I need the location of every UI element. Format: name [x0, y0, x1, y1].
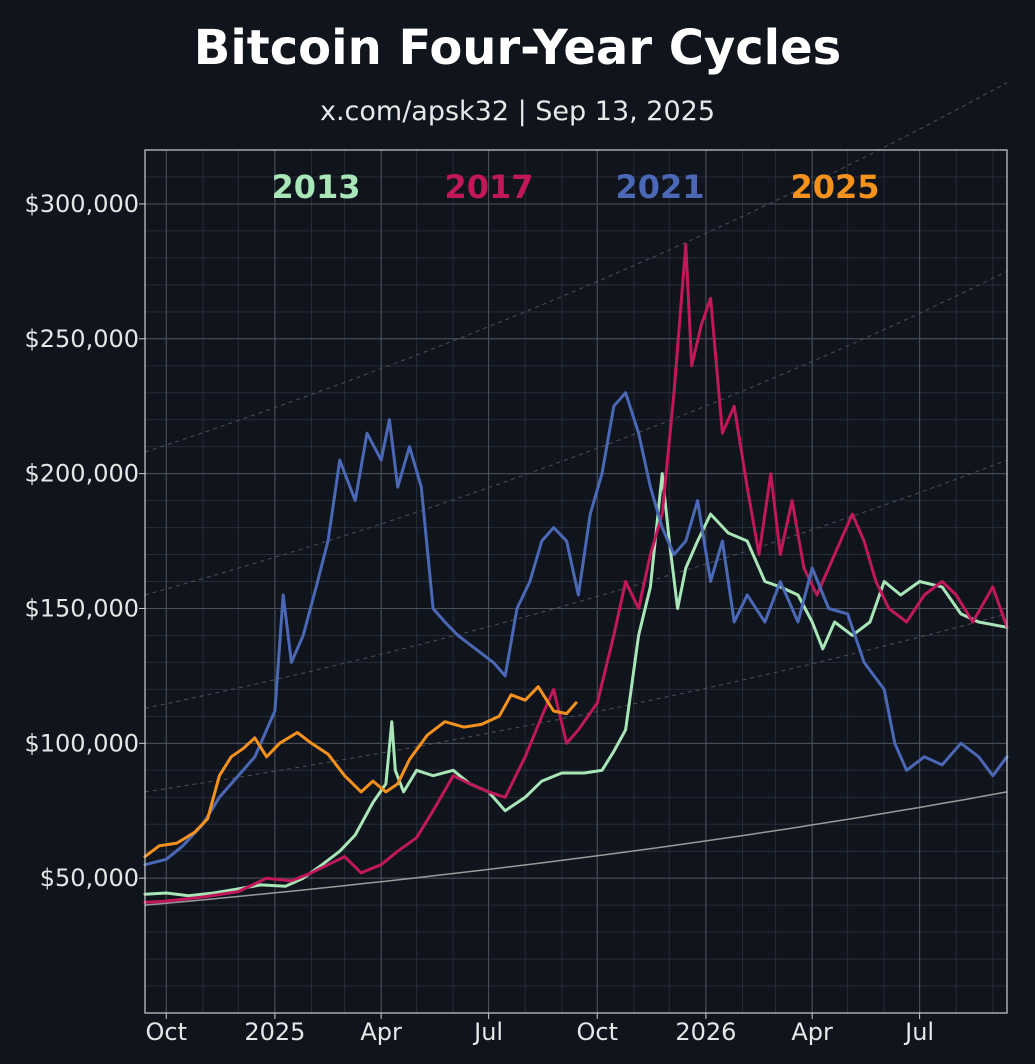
plot-frame [144, 149, 1008, 1014]
x-tick-label: Jul [903, 1018, 934, 1046]
legend-item-2013: 2013 [271, 168, 360, 206]
y-tick-label: $200,000 [24, 460, 139, 488]
series-line-2025 [143, 685, 578, 859]
series-layer [143, 242, 1009, 904]
axis-layer: Oct 2025 Apr Jul Oct 2026 Apr Jul $50,000 $100,00… [24, 190, 934, 1046]
legend-item-2025: 2025 [790, 168, 879, 206]
series-line-2013 [143, 472, 1009, 898]
x-tick-label: Apr [360, 1018, 402, 1046]
trend-layer [144, 82, 1008, 906]
trend-line [144, 791, 1008, 906]
y-tick-label: $100,000 [24, 729, 139, 757]
series-line-2021 [143, 391, 1009, 867]
chart-title: Bitcoin Four-Year Cycles [193, 20, 842, 76]
series-line-2017 [143, 242, 1009, 904]
legend: 2013 2017 2021 2025 [271, 168, 879, 206]
x-tick-label: Jul [472, 1018, 503, 1046]
x-tick-label: Oct [577, 1018, 619, 1046]
legend-item-2017: 2017 [444, 168, 533, 206]
y-tick-label: $50,000 [40, 864, 139, 892]
x-tick-label: Oct [146, 1018, 188, 1046]
trend-band-line [144, 613, 1008, 793]
trend-band-line [144, 270, 1008, 596]
y-tick-label: $250,000 [24, 325, 139, 353]
y-tick-label: $150,000 [24, 594, 139, 622]
x-tick-label: Apr [791, 1018, 833, 1046]
x-tick-label: 2025 [244, 1018, 305, 1046]
chart-subtitle: x.com/apsk32 | Sep 13, 2025 [319, 96, 716, 127]
legend-item-2021: 2021 [615, 168, 704, 206]
trend-band-line [144, 82, 1008, 453]
x-tick-label: 2026 [675, 1018, 736, 1046]
trend-band-line [144, 459, 1008, 709]
y-tick-label: $300,000 [24, 190, 139, 218]
grid-layer [145, 150, 1007, 1013]
